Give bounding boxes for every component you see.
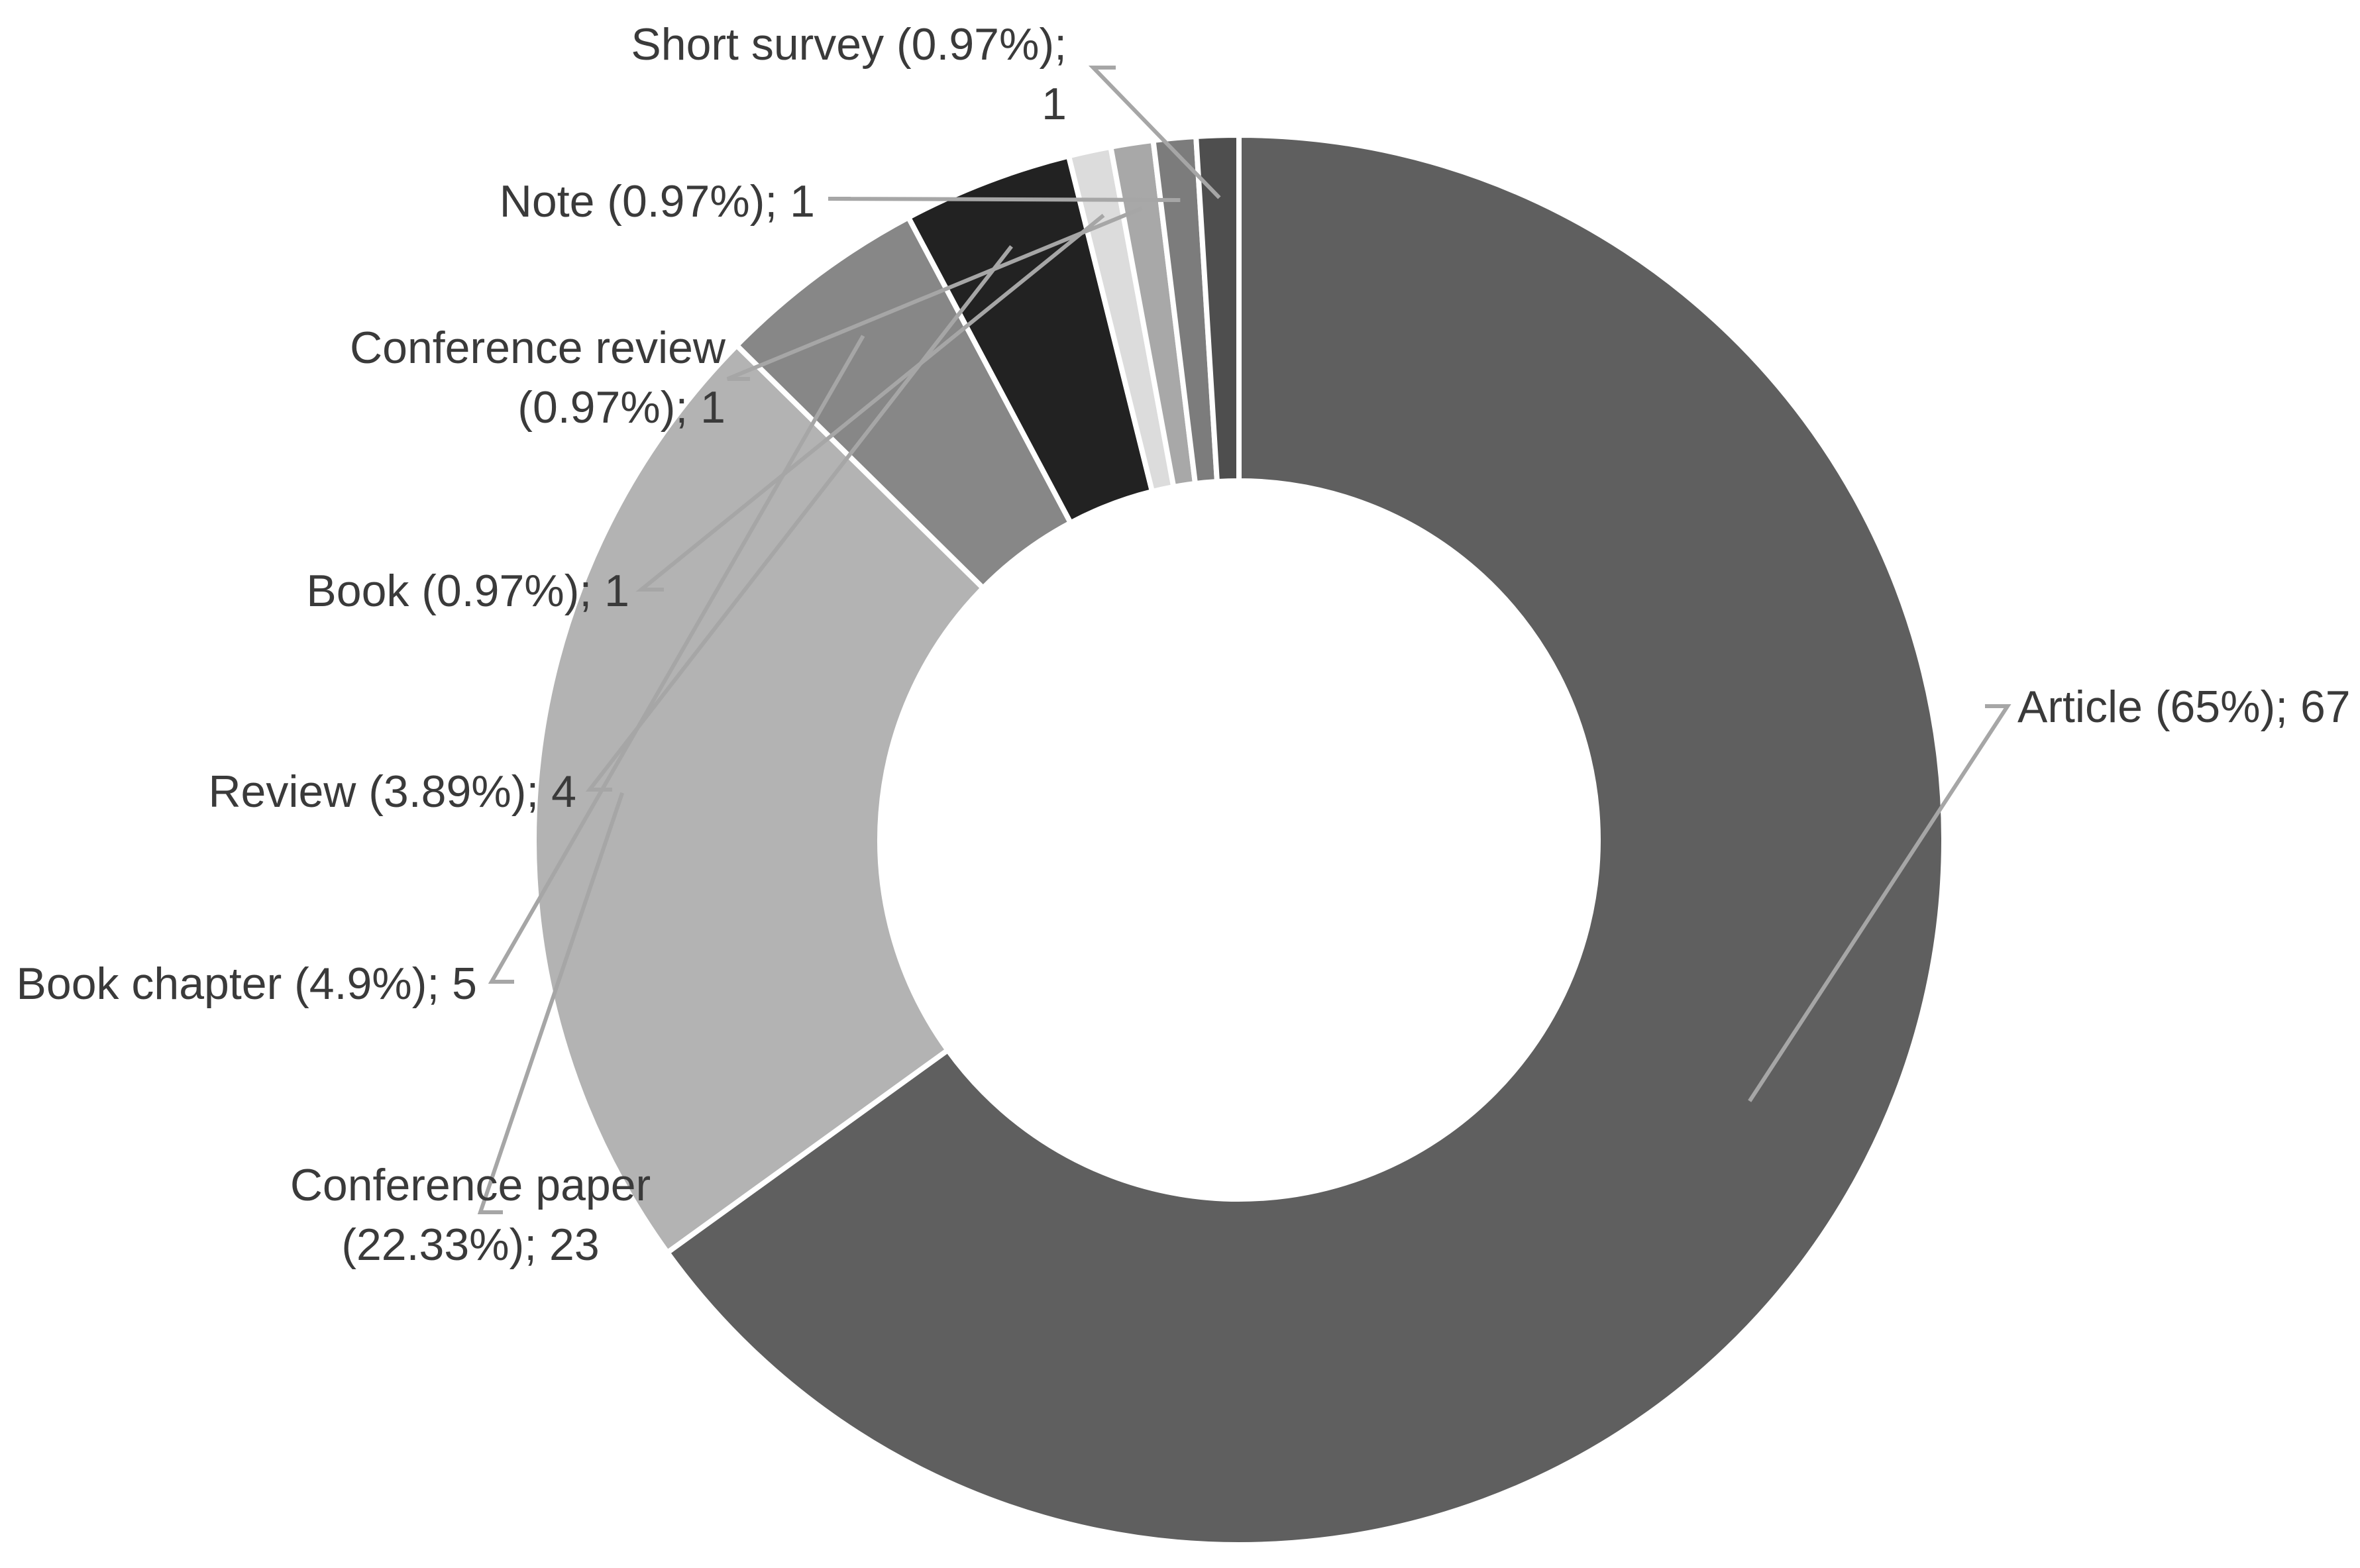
data-label-line: (0.97%); 1 bbox=[517, 382, 725, 433]
data-label-book: Book (0.97%); 1 bbox=[306, 566, 629, 616]
slice-article bbox=[663, 132, 1947, 1547]
leader-line-group bbox=[477, 66, 2011, 1214]
data-label-note: Note (0.97%); 1 bbox=[500, 176, 815, 227]
data-label-conference-review: Conference review (0.97%); 1 bbox=[350, 323, 726, 433]
data-label-line: Conference paper bbox=[290, 1160, 651, 1210]
slice-short-survey bbox=[1193, 132, 1242, 485]
data-label-review: Review (3.89%); 4 bbox=[208, 766, 576, 817]
data-label-conference-paper: Conference paper (22.33%); 23 bbox=[290, 1160, 651, 1270]
data-label-line: Note (0.97%); 1 bbox=[500, 176, 815, 227]
data-label-line: Book chapter (4.9%); 5 bbox=[17, 959, 477, 1009]
data-label-line: Review (3.89%); 4 bbox=[208, 766, 576, 817]
slice-group bbox=[531, 132, 1947, 1547]
leader-line-note bbox=[828, 197, 1181, 203]
leader-line-conference-paper bbox=[477, 792, 625, 1214]
leader-line-short-survey bbox=[1088, 66, 1221, 199]
leader-line-review bbox=[585, 245, 1013, 792]
leader-line-conference-review bbox=[726, 206, 1143, 381]
leader-line-book-chapter bbox=[488, 335, 865, 984]
data-label-line: 1 bbox=[1042, 79, 1067, 129]
label-group: Article (65%); 67 Conference paper (22.33%… bbox=[17, 19, 2351, 1270]
data-label-line: Book (0.97%); 1 bbox=[306, 566, 629, 616]
slice-conference-paper bbox=[531, 341, 987, 1257]
data-label-line: Conference review bbox=[350, 323, 726, 373]
data-label-line: Short survey (0.97%); bbox=[631, 19, 1067, 70]
data-label-short-survey: Short survey (0.97%); 1 bbox=[631, 19, 1067, 129]
leader-line-article bbox=[1748, 704, 2011, 1102]
data-label-article: Article (65%); 67 bbox=[2017, 682, 2351, 732]
data-label-line: Article (65%); 67 bbox=[2017, 682, 2351, 732]
data-label-line: (22.33%); 23 bbox=[341, 1220, 599, 1270]
leader-line-book bbox=[635, 213, 1105, 592]
data-label-book-chapter: Book chapter (4.9%); 5 bbox=[17, 959, 477, 1009]
